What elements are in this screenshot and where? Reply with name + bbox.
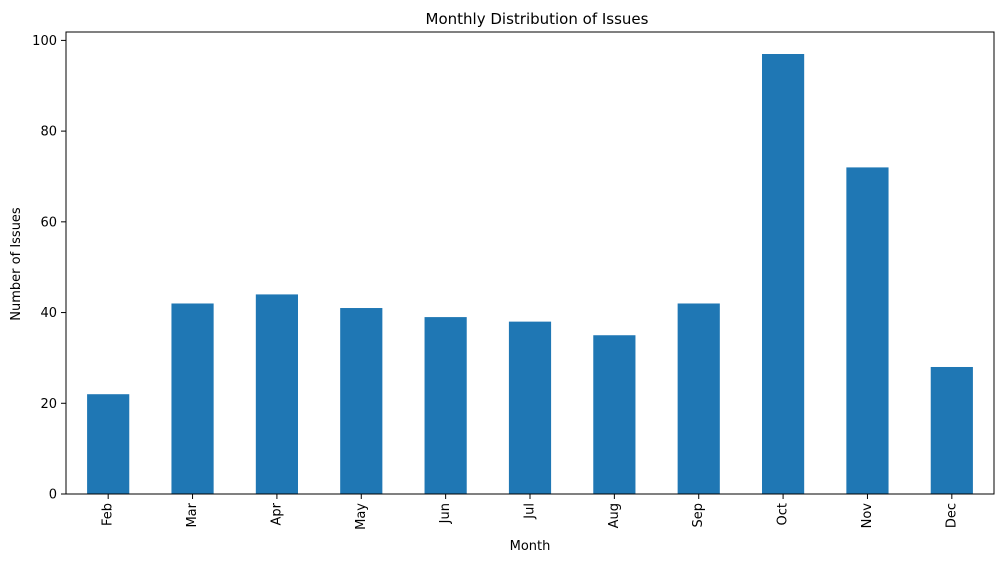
- y-axis: 0 20 40 60 80 100: [32, 34, 66, 503]
- x-axis-label: Month: [510, 539, 551, 554]
- bar-mar: [171, 303, 214, 494]
- bar-aug: [593, 335, 636, 494]
- bar-jun: [424, 317, 467, 494]
- y-tick-label: 0: [49, 488, 57, 503]
- x-tick-label-feb: Feb: [101, 503, 116, 526]
- x-axis: Feb Mar Apr May Jun Jul Aug Sep Oct Nov Dec: [101, 494, 959, 530]
- y-tick-label: 80: [40, 125, 57, 140]
- bar-sep: [677, 303, 720, 494]
- x-tick-label-jun: Jun: [438, 503, 453, 524]
- plot-frame: [65, 31, 995, 495]
- bar-jul: [508, 321, 552, 494]
- bar-dec: [930, 366, 973, 494]
- x-tick-label-nov: Nov: [860, 503, 875, 529]
- x-tick-label-mar: Mar: [185, 502, 200, 527]
- bars-group: [87, 54, 973, 494]
- x-tick-label-apr: Apr: [269, 502, 284, 525]
- y-tick-label: 100: [32, 34, 57, 49]
- x-tick-label-oct: Oct: [776, 503, 791, 525]
- bar-feb: [87, 394, 130, 494]
- bar-nov: [846, 167, 889, 494]
- x-tick-label-dec: Dec: [944, 503, 959, 528]
- bar-apr: [255, 294, 298, 494]
- bar-oct: [762, 54, 805, 494]
- y-tick-label: 60: [40, 215, 57, 230]
- chart-title: Monthly Distribution of Issues: [426, 10, 649, 28]
- y-tick-label: 20: [40, 397, 57, 412]
- y-tick-label: 40: [40, 306, 57, 321]
- x-tick-label-aug: Aug: [607, 503, 622, 528]
- x-tick-label-may: May: [354, 503, 369, 530]
- x-tick-label-jul: Jul: [523, 503, 538, 520]
- x-tick-label-sep: Sep: [691, 503, 706, 528]
- bar-may: [340, 308, 383, 494]
- y-axis-label: Number of Issues: [9, 207, 24, 321]
